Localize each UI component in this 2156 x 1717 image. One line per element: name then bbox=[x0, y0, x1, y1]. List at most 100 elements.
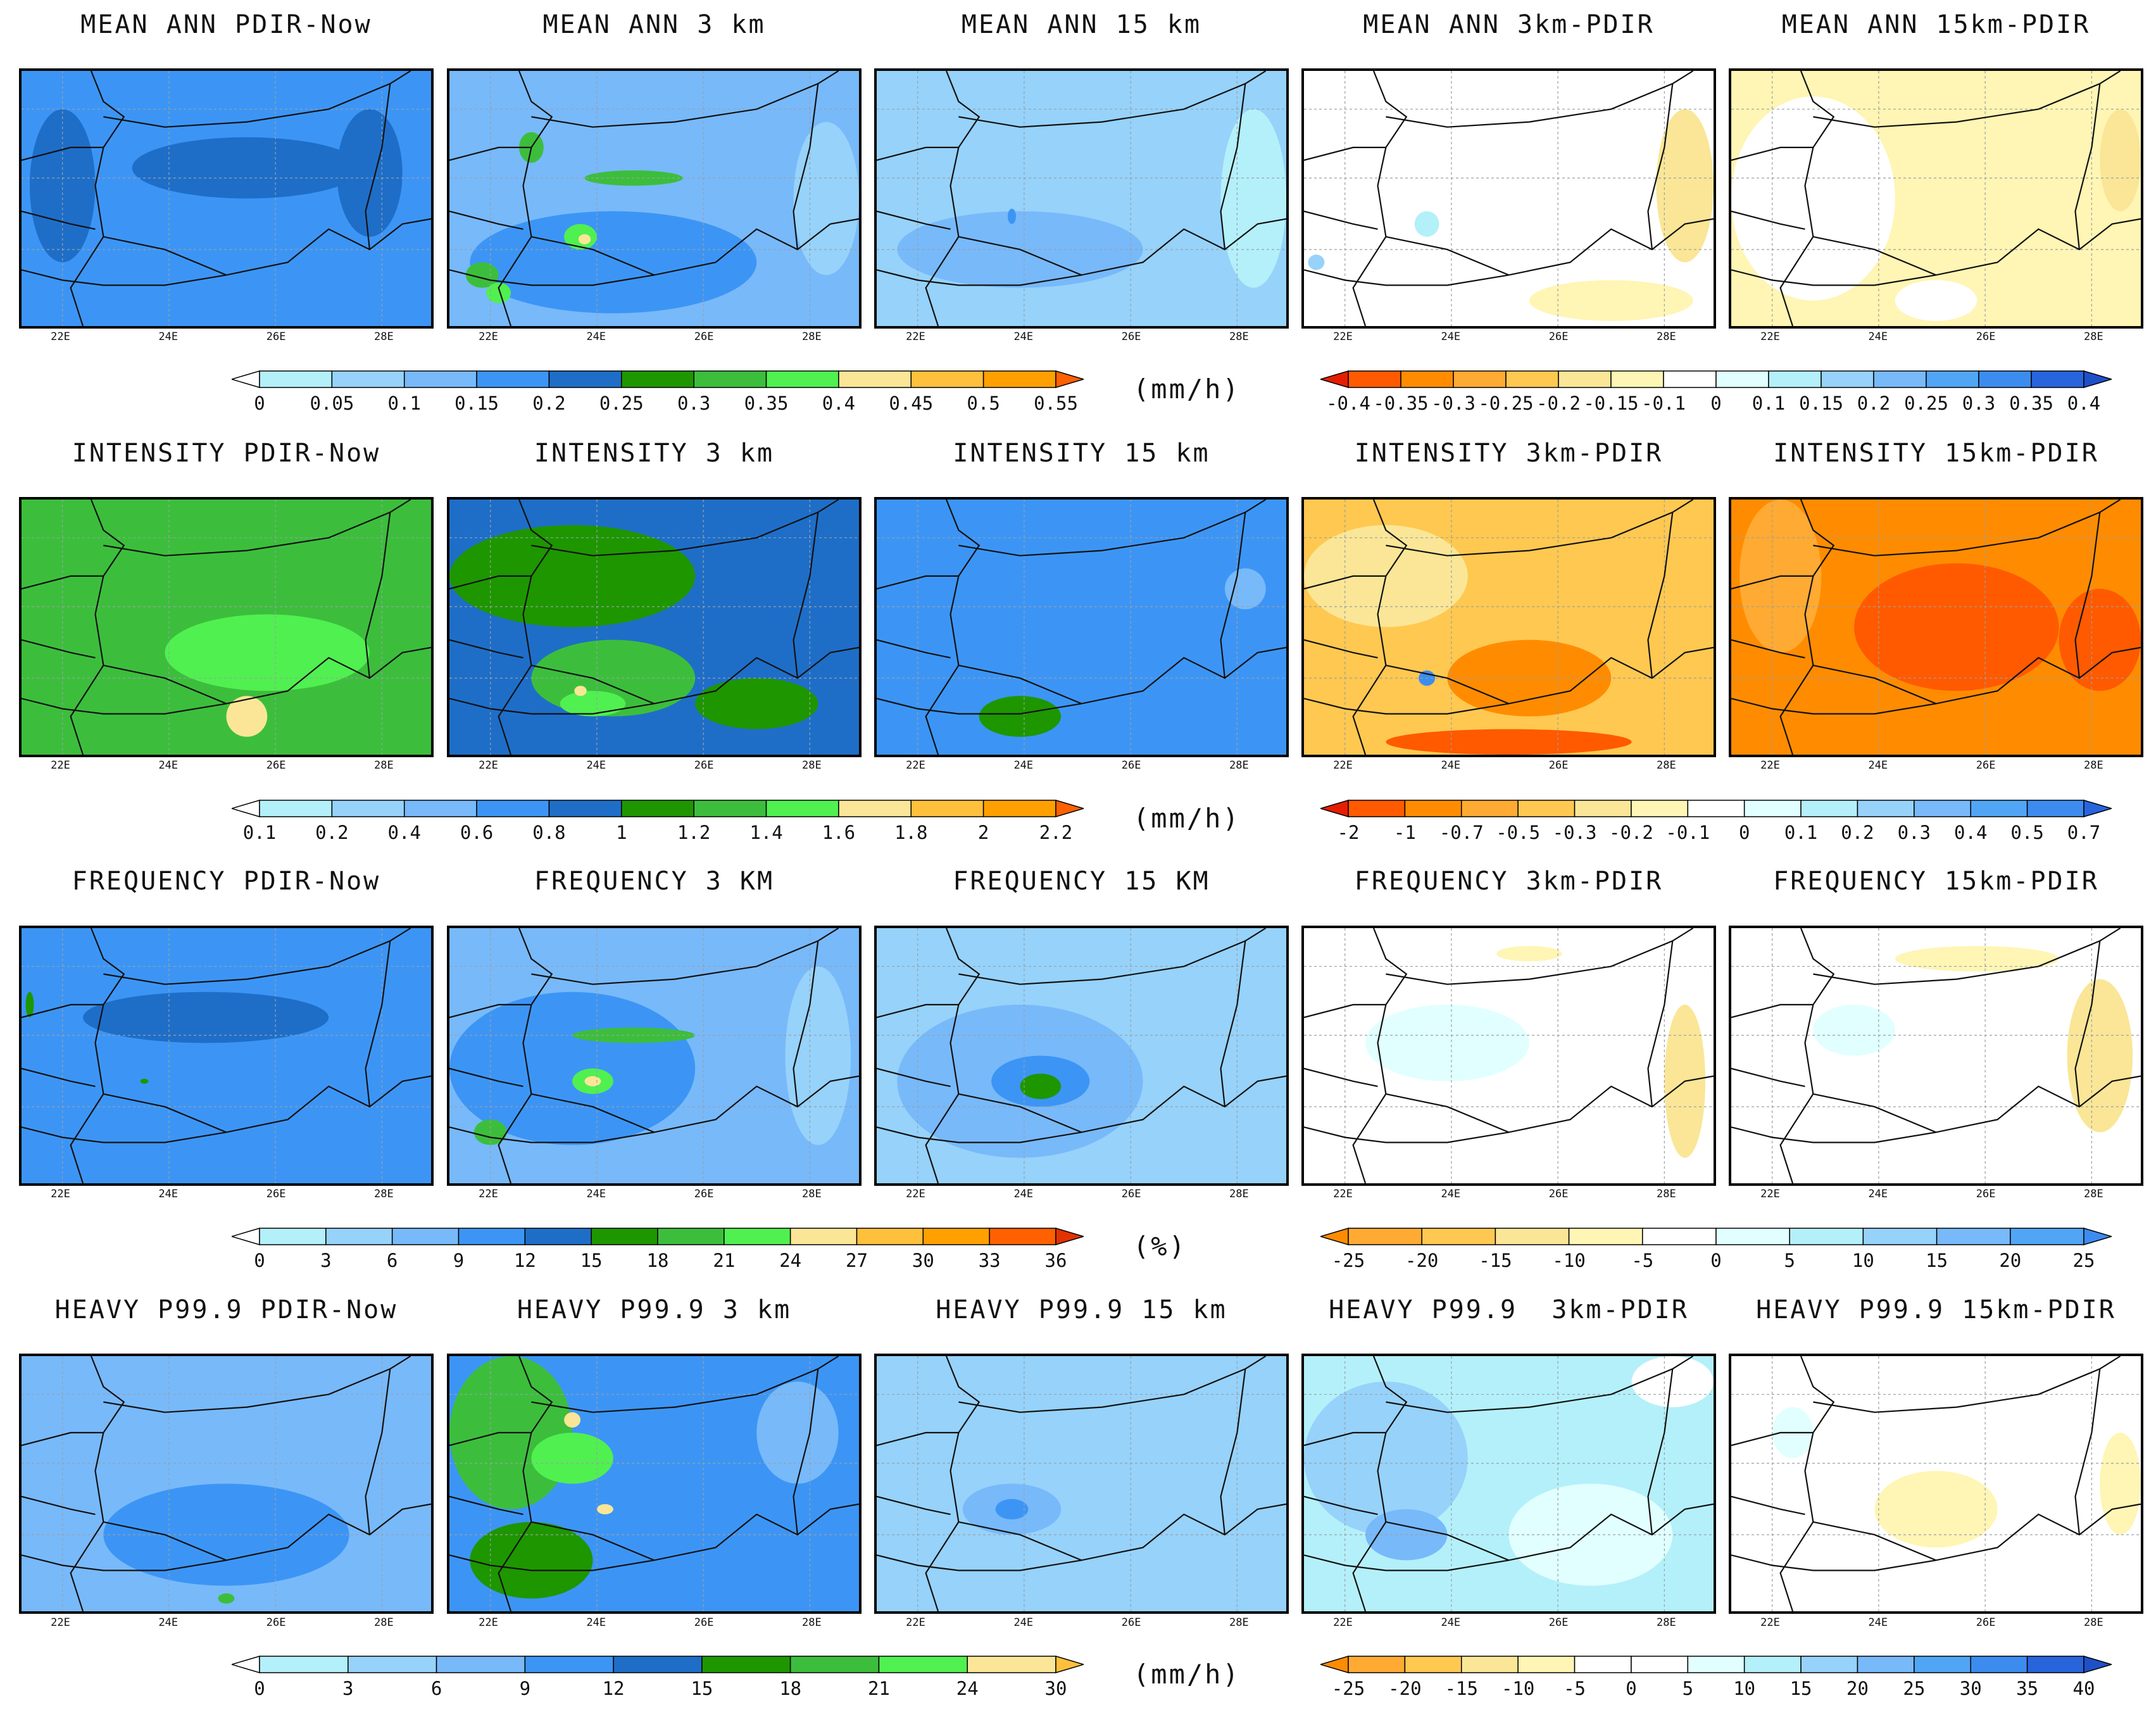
longitude-tick-label: 22E bbox=[479, 1616, 498, 1629]
colorbar-tick-label: -0.5 bbox=[1496, 822, 1541, 843]
colorbar-tick-label: 2.2 bbox=[1039, 822, 1073, 843]
country-border bbox=[793, 512, 819, 679]
country-border bbox=[22, 1126, 227, 1143]
colorbar-tick-label: -25 bbox=[1331, 1678, 1365, 1699]
country-border bbox=[70, 1356, 125, 1611]
country-border bbox=[877, 575, 959, 590]
colorbar-segment bbox=[2026, 800, 2084, 817]
field-contour bbox=[1874, 1471, 1998, 1548]
panel-title: MEAN ANN 15km-PDIR bbox=[1781, 10, 2091, 39]
panel-title: INTENSITY 3 km bbox=[534, 439, 775, 468]
colorbar-segment bbox=[2083, 1655, 2114, 1674]
longitude-tick-label: 26E bbox=[1976, 1616, 1996, 1629]
country-border bbox=[1731, 1126, 1936, 1143]
country-border bbox=[877, 1431, 959, 1447]
colorbar-tick-label: 24 bbox=[779, 1250, 802, 1271]
map-panel bbox=[19, 926, 434, 1186]
precipitation-map bbox=[449, 928, 859, 1183]
panel-title: INTENSITY 3km-PDIR bbox=[1354, 439, 1664, 468]
colorbar-segment bbox=[1461, 800, 1519, 817]
country-border bbox=[22, 1495, 96, 1515]
colorbar-tick-label: -0.15 bbox=[1583, 393, 1639, 414]
field-contour bbox=[1414, 211, 1439, 237]
colorbar-segment bbox=[910, 800, 984, 817]
field-contour bbox=[1656, 109, 1714, 263]
longitude-tick-label: 28E bbox=[1229, 759, 1249, 772]
colorbar-segment bbox=[331, 800, 405, 817]
colorbar-segment bbox=[1319, 1655, 1349, 1674]
panel-title: INTENSITY 15 km bbox=[953, 439, 1210, 468]
longitude-tick-label: 24E bbox=[1868, 1616, 1888, 1629]
colorbar-segment bbox=[1970, 1656, 2028, 1673]
colorbar-segment bbox=[1558, 370, 1612, 388]
country-border bbox=[498, 71, 553, 326]
colorbar-tick-label: -0.25 bbox=[1478, 393, 1534, 414]
field-contour bbox=[2100, 1432, 2141, 1535]
colorbar-segment bbox=[2026, 1656, 2084, 1673]
colorbar-segment bbox=[1610, 370, 1664, 388]
country-border bbox=[958, 218, 1286, 276]
colorbar-segment bbox=[1743, 800, 1802, 817]
longitude-tick-label: 24E bbox=[1868, 1188, 1888, 1200]
precipitation-map bbox=[877, 71, 1286, 326]
colorbar-tick-label: -15 bbox=[1479, 1250, 1512, 1271]
units-label: (mm/h) bbox=[1133, 803, 1241, 834]
colorbar-segment bbox=[2083, 370, 2114, 389]
country-border bbox=[1386, 71, 1694, 128]
longitude-tick-label: 24E bbox=[1013, 330, 1034, 343]
longitude-tick-label: 22E bbox=[906, 1188, 925, 1200]
country-border bbox=[958, 1503, 1286, 1561]
difference-colorbar bbox=[1319, 1227, 2114, 1246]
longitude-tick-label: 26E bbox=[1548, 330, 1569, 343]
country-border bbox=[498, 500, 553, 755]
colorbar-segment bbox=[230, 1227, 260, 1246]
colorbar-segment bbox=[1821, 370, 1874, 388]
colorbar-tick-label: 0 bbox=[1626, 1678, 1637, 1699]
country-border bbox=[449, 1431, 532, 1447]
panel-title: HEAVY P99.9 3 km bbox=[517, 1295, 792, 1324]
longitude-tick-label: 28E bbox=[802, 759, 822, 772]
country-border bbox=[1386, 928, 1694, 985]
colorbar-segment bbox=[348, 1656, 437, 1673]
panel-title: INTENSITY PDIR-Now bbox=[72, 439, 381, 468]
country-border bbox=[877, 1495, 951, 1515]
colorbar-tick-label: 0.3 bbox=[677, 393, 711, 414]
colorbar-segment bbox=[1505, 370, 1559, 388]
country-border bbox=[22, 1067, 96, 1087]
country-border bbox=[1779, 500, 1835, 755]
field-contour bbox=[564, 1412, 581, 1428]
longitude-tick-label: 26E bbox=[266, 759, 286, 772]
colorbar-tick-label: 0.5 bbox=[2010, 822, 2044, 843]
longitude-tick-label: 22E bbox=[51, 330, 70, 343]
precipitation-map bbox=[877, 500, 1286, 755]
country-border bbox=[22, 575, 104, 590]
country-border bbox=[1352, 71, 1408, 326]
country-border bbox=[1304, 698, 1509, 715]
colorbar-segment bbox=[230, 370, 260, 389]
country-border bbox=[22, 210, 96, 230]
longitude-tick-label: 24E bbox=[1868, 330, 1888, 343]
longitude-tick-label: 28E bbox=[374, 1188, 394, 1200]
field-contour bbox=[1220, 109, 1286, 288]
country-border bbox=[1813, 218, 2141, 276]
colorbar-segment bbox=[1574, 1656, 1632, 1673]
map-panel bbox=[19, 497, 434, 757]
map-panel bbox=[874, 68, 1289, 329]
colorbar-segment bbox=[1914, 1656, 1971, 1673]
colorbar-segment bbox=[1936, 1228, 2011, 1245]
colorbar-tick-label: 1.8 bbox=[894, 822, 928, 843]
colorbar-tick-label: 0.1 bbox=[242, 822, 277, 843]
field-contour bbox=[1813, 1004, 1895, 1056]
colorbar-segment bbox=[1873, 370, 1927, 388]
colorbar-tick-label: 0.4 bbox=[2067, 393, 2101, 414]
country-border bbox=[1731, 269, 1936, 286]
country-border bbox=[1304, 1126, 1509, 1143]
country-border bbox=[1386, 1503, 1714, 1561]
field-contour bbox=[1008, 208, 1016, 224]
field-contour bbox=[785, 966, 851, 1145]
country-border bbox=[22, 146, 104, 161]
colorbar-segment bbox=[621, 370, 694, 388]
colorbar-segment bbox=[524, 1656, 614, 1673]
colorbar-tick-label: 0 bbox=[254, 393, 265, 414]
colorbar-segment bbox=[1495, 1228, 1570, 1245]
